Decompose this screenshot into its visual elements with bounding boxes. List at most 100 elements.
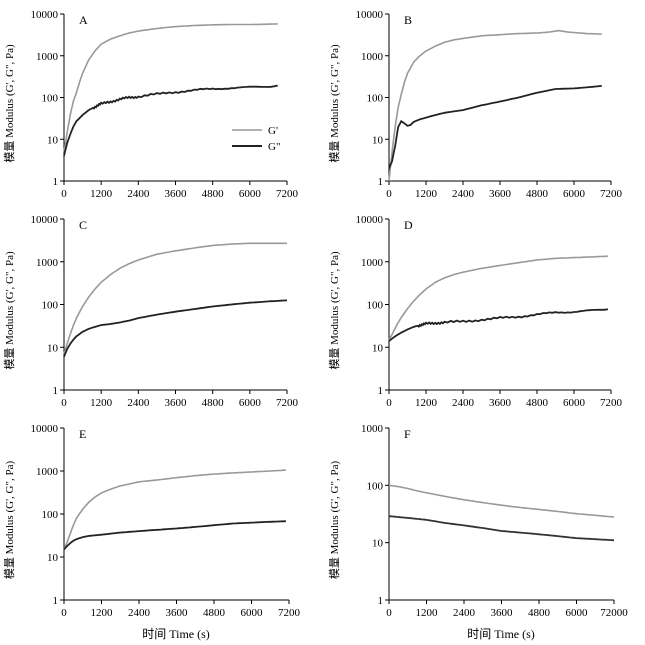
x-tick-label: 3600	[491, 607, 514, 619]
x-tick-label: 0	[61, 607, 67, 619]
x-tick-label: 4800	[202, 397, 225, 409]
x-tick-label: 7200	[276, 188, 299, 200]
x-tick-label: 2400	[128, 607, 151, 619]
x-tick-label: 4800	[528, 607, 551, 619]
y-tick-label: 1	[378, 176, 384, 188]
panel-d: 1 10 100 1000 10000 0 1200 2400 3600 4800 6000 7200…	[328, 214, 623, 409]
y-tick-label: 100	[367, 480, 384, 492]
y-tick-label: 1000	[361, 257, 384, 269]
x-tick-label: 3600	[489, 397, 512, 409]
series-line-g-double-prime	[63, 520, 286, 551]
panel-f: 1 10 100 1000 0 1200 2400 3600 4800 6000 72000 F 模量 …	[328, 423, 628, 619]
x-tick-label: 7200	[278, 607, 301, 619]
x-tick-label: 7200	[276, 397, 299, 409]
y-tick-label: 1000	[36, 257, 59, 269]
x-tick-label: 0	[386, 397, 392, 409]
y-tick-label: 1000	[36, 51, 59, 63]
legend-label: G'	[268, 125, 278, 137]
x-tick-label: 2400	[452, 397, 475, 409]
x-tick-label: 6000	[239, 188, 262, 200]
series-line-g-prime	[388, 484, 615, 518]
x-tick-label: 1200	[90, 397, 113, 409]
series-line-g-double-prime	[388, 85, 602, 169]
y-axis-label: 模量 Modulus (G', G", Pa)	[3, 461, 16, 580]
panel-c: 1 10 100 1000 10000 0 1200 2400 3600 4800 6000 7200…	[3, 214, 299, 409]
x-tick-label: 0	[61, 188, 67, 200]
x-tick-label: 4800	[526, 188, 549, 200]
panel-label: B	[404, 13, 412, 27]
x-tick-label: 3600	[165, 188, 188, 200]
series-line-g-prime	[63, 242, 287, 355]
y-axis-label: 模量 Modulus (G', G", Pa)	[328, 251, 341, 370]
x-tick-label: 0	[386, 188, 392, 200]
y-axis-label: 模量 Modulus (G', G", Pa)	[3, 251, 16, 370]
x-tick-label: 72000	[600, 607, 628, 619]
y-tick-label: 1	[53, 385, 59, 397]
y-tick-label: 10000	[31, 214, 59, 226]
y-tick-label: 100	[367, 93, 384, 105]
legend-label: G"	[268, 141, 280, 153]
y-tick-label: 1	[378, 385, 384, 397]
y-tick-label: 1	[53, 176, 59, 188]
y-tick-label: 100	[367, 300, 384, 312]
legend: G' G"	[232, 125, 280, 153]
y-tick-label: 1000	[361, 51, 384, 63]
x-tick-label: 6000	[566, 607, 589, 619]
x-tick-label: 1200	[91, 607, 114, 619]
panel-e: 1 10 100 1000 10000 0 1200 2400 3600 4800 6000 7200…	[3, 423, 301, 619]
y-tick-label: 1000	[361, 423, 384, 435]
x-tick-label: 3600	[166, 607, 189, 619]
x-tick-label: 3600	[489, 188, 512, 200]
x-tick-label: 6000	[239, 397, 262, 409]
panel-label: A	[79, 13, 88, 27]
y-tick-label: 10	[47, 342, 59, 354]
y-tick-label: 10000	[356, 214, 384, 226]
x-tick-label: 6000	[563, 397, 586, 409]
x-tick-label: 3600	[165, 397, 188, 409]
panel-b: 1 10 100 1000 10000 0 1200 2400 3600 4800 6000 7200…	[328, 9, 623, 200]
x-tick-label: 6000	[241, 607, 264, 619]
series-line-g-prime	[63, 23, 278, 152]
y-tick-label: 100	[42, 93, 59, 105]
y-tick-label: 10	[47, 134, 59, 146]
series-line-g-double-prime	[63, 84, 278, 157]
x-tick-label: 0	[386, 607, 392, 619]
series-line-g-double-prime	[388, 515, 615, 542]
x-tick-label: 2400	[453, 607, 476, 619]
y-axis-label: 模量 Modulus (G', G", Pa)	[328, 461, 341, 580]
x-tick-label: 7200	[600, 397, 623, 409]
y-tick-label: 1	[378, 595, 384, 607]
y-tick-label: 10	[372, 342, 384, 354]
x-tick-label: 1200	[90, 188, 113, 200]
series-line-g-prime	[63, 469, 286, 550]
y-axis-label: 模量 Modulus (G', G", Pa)	[3, 44, 16, 163]
x-tick-label: 6000	[563, 188, 586, 200]
x-tick-label: 4800	[526, 397, 549, 409]
x-tick-label: 2400	[127, 397, 150, 409]
y-tick-label: 10000	[356, 9, 384, 21]
series-line-g-prime	[388, 29, 602, 182]
panel-label: C	[79, 218, 87, 232]
x-tick-label: 4800	[203, 607, 226, 619]
y-tick-label: 1	[53, 595, 59, 607]
y-tick-label: 10	[47, 552, 59, 564]
panel-label: D	[404, 218, 413, 232]
panel-label: E	[79, 427, 86, 441]
x-tick-label: 1200	[415, 397, 438, 409]
series-line-g-double-prime	[63, 299, 288, 358]
x-tick-label: 1200	[415, 188, 438, 200]
x-tick-label: 2400	[452, 188, 475, 200]
x-tick-label: 7200	[600, 188, 623, 200]
panel-label: F	[404, 427, 411, 441]
x-tick-label: 0	[61, 397, 67, 409]
x-axis-title: 时间 Time (s)	[142, 627, 210, 641]
x-axis-title: 时间 Time (s)	[467, 627, 535, 641]
y-tick-label: 10	[372, 134, 384, 146]
x-tick-label: 4800	[202, 188, 225, 200]
series-line-g-double-prime	[388, 308, 609, 342]
y-tick-label: 10000	[31, 423, 59, 435]
x-tick-label: 2400	[127, 188, 150, 200]
y-axis-label: 模量 Modulus (G', G", Pa)	[328, 44, 341, 163]
y-tick-label: 1000	[36, 466, 59, 478]
